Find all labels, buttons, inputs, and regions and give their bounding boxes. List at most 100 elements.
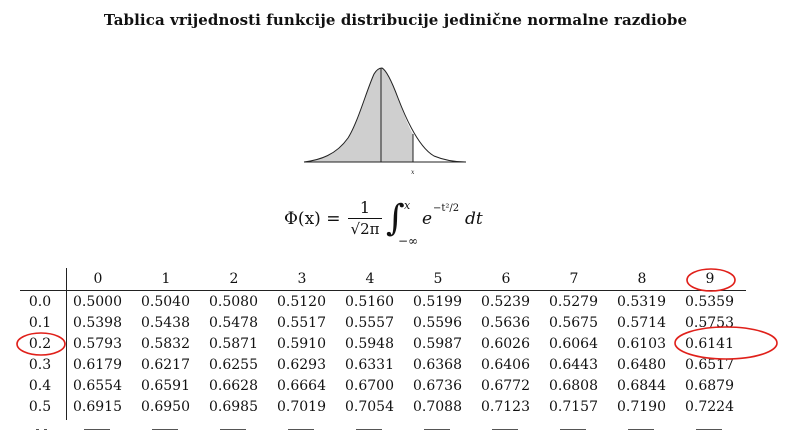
table-cell: 0.5160 <box>345 294 394 310</box>
table-cell: 0.7224 <box>685 399 734 415</box>
table-cell: 0.6293 <box>277 357 326 373</box>
table-row: 0.1 0.5398 0.5438 0.5478 0.5517 0.5557 0… <box>0 312 791 334</box>
formula-lhs: Φ(x) = <box>284 209 341 229</box>
bell-curve <box>303 67 467 163</box>
cut-off-row <box>0 416 791 430</box>
table-cell: 0.5438 <box>141 315 190 331</box>
column-header: 3 <box>297 271 307 287</box>
table-cell: 0.5948 <box>345 336 394 352</box>
table-cell: 0.6406 <box>481 357 530 373</box>
table-cell: 0.5793 <box>73 336 122 352</box>
table-cell: 0.6664 <box>277 378 326 394</box>
table-cell: 0.6443 <box>549 357 598 373</box>
table-cell: 0.6591 <box>141 378 190 394</box>
table-cell: 0.5279 <box>549 294 598 310</box>
x-marker-label: x <box>411 169 415 176</box>
table-cell: 0.5080 <box>209 294 258 310</box>
table-cell: 0.5398 <box>73 315 122 331</box>
formula-denominator: √2π <box>350 220 380 238</box>
row-label: 0.5 <box>28 399 52 415</box>
column-header: 5 <box>433 271 443 287</box>
table-cell: 0.6179 <box>73 357 122 373</box>
table-cell: 0.5000 <box>73 294 122 310</box>
formula-numerator: 1 <box>359 198 371 217</box>
value-0.2-9: 0.6141 <box>685 336 734 352</box>
table-cell: 0.6628 <box>209 378 258 394</box>
table-cell: 0.7088 <box>413 399 462 415</box>
column-header: 0 <box>93 271 103 287</box>
table-cell: 0.5714 <box>617 315 666 331</box>
table-cell: 0.6772 <box>481 378 530 394</box>
table-cell: 0.6255 <box>209 357 258 373</box>
table-cell: 0.5832 <box>141 336 190 352</box>
table-cell: 0.6217 <box>141 357 190 373</box>
table-cell: 0.5517 <box>277 315 326 331</box>
row-label: 0.1 <box>28 315 52 331</box>
formula-differential: dt <box>465 209 483 229</box>
table-vertical-rule <box>66 268 67 420</box>
column-header: 4 <box>365 271 375 287</box>
table-cell: 0.6700 <box>345 378 394 394</box>
table-cell: 0.5557 <box>345 315 394 331</box>
table-cell: 0.5120 <box>277 294 326 310</box>
table-cell: 0.5636 <box>481 315 530 331</box>
table-row: 0.4 0.6554 0.6591 0.6628 0.6664 0.6700 0… <box>0 375 791 397</box>
table-cell: 0.6331 <box>345 357 394 373</box>
table-cell: 0.5753 <box>685 315 734 331</box>
table-header: 0 1 2 3 4 5 6 7 8 9 <box>0 268 791 290</box>
integral-sign: ∫ <box>386 198 405 239</box>
table-cell: 0.6064 <box>549 336 598 352</box>
column-header: 7 <box>569 271 579 287</box>
table-horizontal-rule <box>20 290 746 291</box>
table-cell: 0.5040 <box>141 294 190 310</box>
normal-distribution-figure: x <box>303 67 467 176</box>
integral-lower-limit: −∞ <box>398 234 419 248</box>
table-cell: 0.5871 <box>209 336 258 352</box>
table-cell: 0.6480 <box>617 357 666 373</box>
table-cell: 0.5478 <box>209 315 258 331</box>
table-cell: 0.6915 <box>73 399 122 415</box>
table-row: 0.5 0.6915 0.6950 0.6985 0.7019 0.7054 0… <box>0 396 791 418</box>
column-header: 6 <box>501 271 511 287</box>
table-cell: 0.6517 <box>685 357 734 373</box>
column-header: 8 <box>637 271 647 287</box>
table-cell: 0.6879 <box>685 378 734 394</box>
column-header: 2 <box>229 271 239 287</box>
table-cell: 0.5319 <box>617 294 666 310</box>
table-cell: 0.5239 <box>481 294 530 310</box>
formula-fraction: 1 √2π <box>346 198 384 239</box>
column-header: 1 <box>161 271 171 287</box>
row-label: 0.4 <box>28 378 52 394</box>
integral-upper-limit: x <box>404 199 411 212</box>
table-cell: 0.7157 <box>549 399 598 415</box>
table-cell: 0.5910 <box>277 336 326 352</box>
column-header-9: 9 <box>705 271 715 287</box>
cut-off-row-fragments <box>36 429 722 430</box>
formula-exponent: −t²/2 <box>433 203 460 214</box>
table-cell: 0.5596 <box>413 315 462 331</box>
table-cell: 0.7190 <box>617 399 666 415</box>
table-cell: 0.5359 <box>685 294 734 310</box>
table-cell: 0.6808 <box>549 378 598 394</box>
table-cell: 0.6844 <box>617 378 666 394</box>
table-row: 0.0 0.5000 0.5040 0.5080 0.5120 0.5160 0… <box>0 291 791 313</box>
table-cell: 0.6368 <box>413 357 462 373</box>
table-cell: 0.6950 <box>141 399 190 415</box>
table-cell: 0.6103 <box>617 336 666 352</box>
formula-base: e <box>422 209 433 229</box>
row-label: 0.3 <box>28 357 52 373</box>
table-cell: 0.5987 <box>413 336 462 352</box>
row-label: 0.0 <box>28 294 52 310</box>
table-cell: 0.5675 <box>549 315 598 331</box>
distribution-formula: Φ(x) = 1 √2π ∫ x −∞ e −t²/2 dt <box>282 198 522 250</box>
page-title: Tablica vrijednosti funkcije distribucij… <box>103 11 688 29</box>
table-cell: 0.6026 <box>481 336 530 352</box>
shaded-area <box>304 68 413 162</box>
table-cell: 0.6736 <box>413 378 462 394</box>
table-cell: 0.6985 <box>209 399 258 415</box>
table-row: 0.3 0.6179 0.6217 0.6255 0.6293 0.6331 0… <box>0 354 791 376</box>
table-cell: 0.5199 <box>413 294 462 310</box>
fraction-bar <box>348 218 382 219</box>
table-cell: 0.7123 <box>481 399 530 415</box>
table-cell: 0.6554 <box>73 378 122 394</box>
